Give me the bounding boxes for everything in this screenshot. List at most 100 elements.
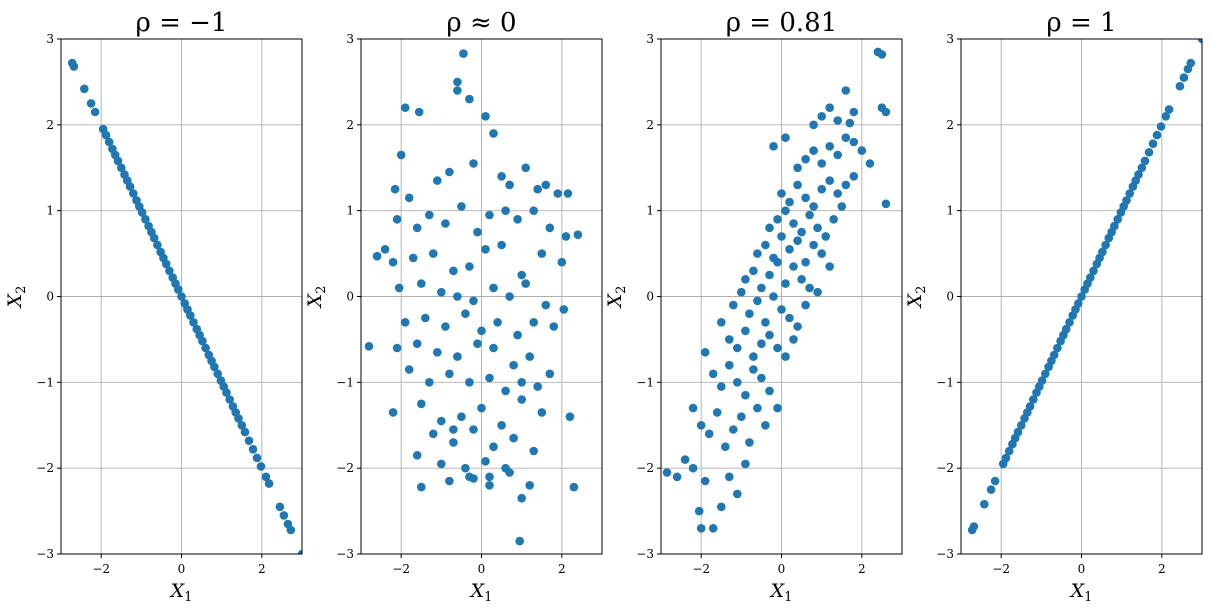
data-point: [825, 142, 834, 151]
data-point: [461, 309, 470, 319]
data-point: [797, 227, 806, 237]
data-point: [521, 279, 530, 288]
data-point: [793, 180, 802, 190]
data-point: [210, 362, 219, 372]
y-tick-label: −1: [636, 375, 654, 389]
y-tick-label: −3: [36, 547, 54, 561]
data-point: [417, 399, 426, 409]
data-point: [881, 199, 891, 209]
data-point: [769, 142, 778, 151]
data-point: [1061, 324, 1071, 334]
data-point: [485, 481, 494, 490]
data-point: [833, 116, 842, 125]
y-tick-label: 2: [646, 118, 654, 132]
data-point: [769, 292, 778, 301]
data-point: [781, 206, 790, 215]
subplot-title: ρ = 1: [1046, 8, 1116, 38]
data-point: [417, 279, 426, 288]
data-point: [573, 230, 583, 239]
y-tick-label: −1: [36, 375, 54, 389]
data-point: [785, 197, 794, 207]
data-point: [149, 233, 159, 243]
data-point: [505, 292, 514, 301]
data-point: [425, 378, 434, 387]
data-point: [505, 180, 514, 190]
data-point: [825, 176, 834, 185]
data-point: [793, 322, 802, 331]
data-point: [745, 438, 754, 447]
data-point: [501, 463, 510, 473]
data-point: [372, 251, 382, 261]
y-tick-label: −2: [336, 461, 354, 475]
data-point: [563, 189, 573, 198]
data-point: [569, 482, 579, 492]
data-point: [761, 240, 770, 250]
data-point: [841, 86, 851, 95]
data-point: [69, 62, 79, 71]
data-point: [445, 167, 454, 177]
y-tick-label: 3: [946, 32, 954, 46]
data-point: [841, 180, 851, 190]
x-tick-label: −2: [92, 562, 110, 576]
scatter-points: [662, 47, 891, 533]
data-point: [517, 493, 526, 503]
data-point: [837, 202, 847, 211]
data-point: [264, 479, 274, 488]
data-point: [741, 459, 750, 469]
data-point: [234, 414, 243, 423]
data-point: [561, 232, 571, 241]
data-point: [809, 120, 818, 130]
data-point: [801, 154, 810, 164]
data-point: [708, 524, 718, 533]
data-point: [717, 502, 726, 512]
data-point: [725, 335, 734, 344]
data-point: [425, 210, 434, 220]
data-point: [481, 112, 490, 121]
data-point: [741, 390, 750, 400]
data-point: [1013, 427, 1023, 437]
data-point: [565, 412, 575, 422]
data-point: [449, 266, 458, 276]
subplot-4: −2 0 2 −3 −2 −1 0 1 2 3 X1 X2 ρ = 1: [904, 8, 1203, 605]
data-point: [525, 481, 534, 490]
data-point: [453, 77, 462, 87]
y-axis-label: X2: [304, 286, 329, 310]
data-point: [225, 395, 234, 404]
data-point: [662, 468, 672, 477]
data-point: [279, 511, 289, 520]
y-tick-label: 3: [346, 32, 354, 46]
data-point: [737, 412, 746, 422]
data-point: [765, 330, 774, 340]
y-tick-label: −2: [36, 461, 54, 475]
data-point: [453, 352, 462, 361]
data-point: [749, 352, 758, 361]
data-point: [525, 352, 534, 361]
data-point: [473, 339, 482, 349]
data-point: [485, 472, 494, 482]
data-point: [1134, 170, 1143, 179]
data-point: [813, 223, 822, 233]
data-point: [817, 184, 826, 194]
data-point: [789, 262, 798, 271]
data-point: [781, 133, 790, 142]
data-point: [1148, 139, 1158, 148]
data-point: [557, 257, 567, 267]
y-tick-label: −3: [936, 547, 954, 561]
data-point: [453, 86, 462, 95]
data-point: [437, 416, 446, 426]
data-point: [240, 427, 250, 437]
data-point: [469, 425, 478, 434]
data-point: [721, 442, 730, 452]
data-point: [1156, 122, 1166, 131]
data-point: [517, 378, 526, 387]
data-point: [213, 369, 222, 379]
data-point: [501, 386, 510, 396]
data-point: [717, 382, 726, 391]
data-point: [1175, 81, 1185, 91]
y-tick-label: 1: [346, 204, 354, 218]
data-point: [86, 99, 96, 108]
data-point: [437, 287, 446, 297]
x-axis-label: X1: [169, 580, 193, 605]
data-point: [1186, 58, 1196, 68]
data-point: [461, 463, 470, 473]
